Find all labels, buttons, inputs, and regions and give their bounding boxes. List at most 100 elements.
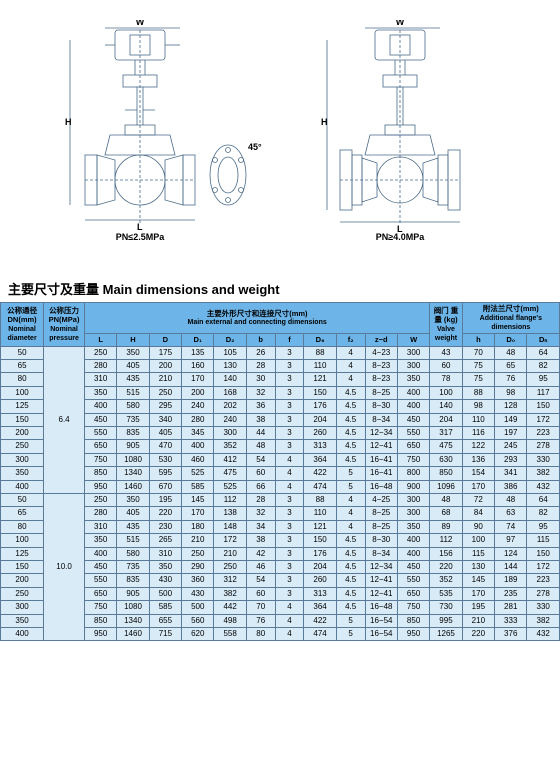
cell: 3 <box>275 440 304 453</box>
cell-dn: 50 <box>1 346 44 359</box>
cell: 75 <box>462 373 494 386</box>
cell: 170 <box>182 507 214 520</box>
cell: 474 <box>304 627 336 640</box>
cell: 63 <box>495 507 527 520</box>
cell: 28 <box>246 360 275 373</box>
table-row: 6528040522017013832311048−2530068846382 <box>1 507 560 520</box>
cell: 170 <box>462 587 494 600</box>
cell: 154 <box>462 467 494 480</box>
cell: 750 <box>397 453 429 466</box>
cell: 310 <box>84 373 116 386</box>
cell: 650 <box>84 587 116 600</box>
cell: 4.5 <box>336 560 365 573</box>
cell: 48 <box>495 346 527 359</box>
table-row: 1003505152502001683231504.58−25400100889… <box>1 386 560 399</box>
th-col: H <box>117 333 149 346</box>
cell: 26 <box>246 346 275 359</box>
cell: 1096 <box>430 480 462 493</box>
th-col: W <box>397 333 429 346</box>
cell: 352 <box>430 574 462 587</box>
cell: 950 <box>84 480 116 493</box>
cell: 4.5 <box>336 574 365 587</box>
cell: 5 <box>336 627 365 640</box>
cell: 850 <box>430 467 462 480</box>
cell-dn: 80 <box>1 373 44 386</box>
cell-dn: 65 <box>1 507 44 520</box>
cell: 115 <box>462 547 494 560</box>
cell: 204 <box>304 413 336 426</box>
cell: 150 <box>527 547 560 560</box>
table-row: 5010.02503501951451122838844−25300487248… <box>1 493 560 506</box>
cell: 189 <box>495 574 527 587</box>
th-col: z−d <box>365 333 397 346</box>
cell: 48 <box>246 440 275 453</box>
th-col: D₆ <box>304 333 336 346</box>
cell: 1080 <box>117 453 149 466</box>
cell: 800 <box>397 467 429 480</box>
cell: 4 <box>336 507 365 520</box>
cell: 172 <box>527 560 560 573</box>
cell: 4.5 <box>336 547 365 560</box>
cell: 405 <box>117 360 149 373</box>
cell: 515 <box>117 534 149 547</box>
cell: 16−41 <box>365 453 397 466</box>
svg-text:W: W <box>136 20 145 27</box>
cell: 121 <box>304 520 336 533</box>
cell: 176 <box>304 547 336 560</box>
cell: 8−34 <box>365 413 397 426</box>
cell: 176 <box>304 400 336 413</box>
cell: 4 <box>336 346 365 359</box>
cell: 4−23 <box>365 346 397 359</box>
cell: 293 <box>495 453 527 466</box>
cell: 250 <box>149 386 181 399</box>
cell: 220 <box>149 507 181 520</box>
cell: 435 <box>117 520 149 533</box>
cell: 98 <box>495 386 527 399</box>
cell: 210 <box>462 614 494 627</box>
table-row: 8031043521017014030312148−2335078757695 <box>1 373 560 386</box>
cell: 240 <box>182 400 214 413</box>
cell: 8−23 <box>365 373 397 386</box>
cell: 750 <box>397 601 429 614</box>
th-col: f <box>275 333 304 346</box>
th-wt: 阀门 重量 (kg)Valve weight <box>430 303 462 347</box>
cell: 8−30 <box>365 534 397 547</box>
cell: 76 <box>495 373 527 386</box>
cell-dn: 200 <box>1 427 44 440</box>
cell: 1340 <box>117 467 149 480</box>
cell: 312 <box>214 574 246 587</box>
cell: 313 <box>304 440 336 453</box>
cell: 4 <box>275 627 304 640</box>
cell: 200 <box>182 386 214 399</box>
cell: 144 <box>495 560 527 573</box>
cell: 4.5 <box>336 587 365 600</box>
cell: 3 <box>275 386 304 399</box>
table-row: 1003505152652101723831504.58−30400112100… <box>1 534 560 547</box>
cell: 130 <box>214 360 246 373</box>
cell: 515 <box>117 386 149 399</box>
cell: 130 <box>462 560 494 573</box>
cell-dn: 350 <box>1 614 44 627</box>
table-row: 1504507353502902504632044.512−3445022013… <box>1 560 560 573</box>
table-row: 2005508354303603125432604.512−4155035214… <box>1 574 560 587</box>
table-row: 8031043523018014834312148−2535089907495 <box>1 520 560 533</box>
cell: 3 <box>275 360 304 373</box>
cell: 42 <box>246 547 275 560</box>
cell: 278 <box>527 440 560 453</box>
cell: 360 <box>182 574 214 587</box>
cell: 8−25 <box>365 386 397 399</box>
cell: 149 <box>495 413 527 426</box>
cell: 140 <box>214 373 246 386</box>
cell: 498 <box>214 614 246 627</box>
cell: 341 <box>495 467 527 480</box>
cell: 3 <box>275 587 304 600</box>
cell: 750 <box>84 601 116 614</box>
cell: 4 <box>275 601 304 614</box>
cell: 317 <box>430 427 462 440</box>
cell: 260 <box>304 574 336 587</box>
cell: 405 <box>149 427 181 440</box>
cell: 12−34 <box>365 427 397 440</box>
diagrams-area: PN≤2.5MPa 45° H L W <box>0 0 560 275</box>
cell: 175 <box>149 346 181 359</box>
cell: 60 <box>246 587 275 600</box>
